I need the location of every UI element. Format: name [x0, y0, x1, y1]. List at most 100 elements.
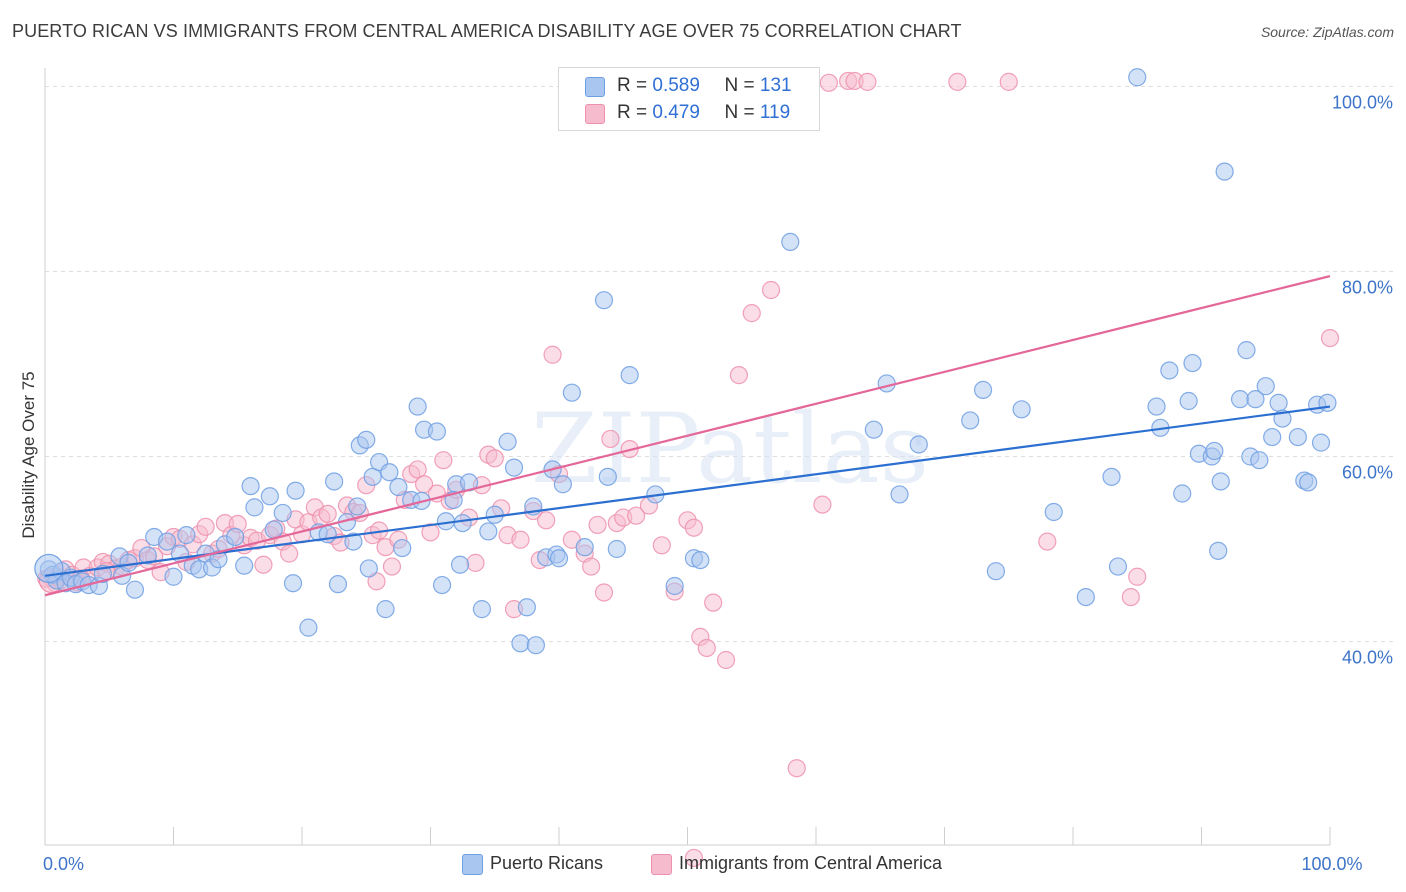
n-label: N =: [724, 102, 755, 123]
puerto-rican-point: [1256, 377, 1275, 396]
puerto-rican-point: [598, 467, 617, 486]
immigrant-point: [582, 557, 601, 576]
immigrant-point: [601, 429, 620, 449]
puerto-rican-point: [389, 477, 408, 497]
n-value: 119: [759, 102, 791, 123]
immigrant-point: [511, 530, 530, 549]
legend-label: Immigrants from Central America: [679, 853, 943, 873]
puerto-rican-point: [226, 527, 245, 547]
source-label: Source: ZipAtlas.com: [1260, 24, 1394, 40]
puerto-rican-point: [781, 232, 800, 251]
immigrant-point: [543, 345, 562, 364]
immigrant-point: [948, 72, 967, 91]
puerto-rican-point: [1160, 361, 1179, 380]
puerto-rican-point: [393, 538, 412, 558]
puerto-rican-point: [344, 532, 363, 551]
puerto-rican-point: [1173, 484, 1192, 503]
puerto-rican-point: [380, 463, 399, 482]
legend-swatch-pink: [585, 104, 605, 124]
puerto-rican-point: [1128, 68, 1147, 87]
trend-line-puerto-ricans: [44, 405, 1331, 577]
legend-label: Puerto Ricans: [490, 853, 604, 873]
watermark: ZIPatlas: [531, 393, 929, 505]
n-label: N =: [724, 75, 755, 96]
puerto-rican-point: [1179, 391, 1198, 411]
n-value: 131: [759, 75, 792, 96]
puerto-rican-point: [408, 397, 427, 416]
puerto-rican-point: [562, 383, 581, 402]
puerto-rican-point: [164, 567, 183, 586]
immigrant-point: [1320, 329, 1340, 348]
puerto-rican-point: [472, 600, 491, 619]
puerto-rican-point: [432, 575, 452, 595]
immigrant-point: [318, 504, 337, 523]
immigrant-point: [716, 650, 736, 670]
puerto-rican-point: [890, 485, 909, 504]
immigrant-point: [626, 506, 646, 525]
puerto-rican-point: [526, 636, 545, 655]
puerto-rican-point: [235, 556, 254, 575]
puerto-rican-point: [325, 472, 344, 491]
r-label: R =: [617, 75, 648, 96]
puerto-rican-point: [1102, 467, 1121, 486]
puerto-rican-point: [34, 553, 64, 584]
immigrant-point: [1121, 587, 1140, 607]
immigrant-point: [684, 848, 704, 868]
r-value: 0.589: [652, 75, 700, 96]
puerto-rican-point: [1246, 390, 1265, 409]
puerto-rican-point: [376, 600, 395, 619]
puerto-rican-point: [286, 481, 305, 500]
immigrant-point: [594, 583, 614, 602]
immigrant-point: [196, 517, 215, 536]
puerto-rican-point: [357, 430, 376, 449]
immigrant-point: [819, 73, 838, 92]
puerto-rican-point: [864, 420, 883, 439]
immigrant-point: [999, 72, 1018, 91]
r-label: R =: [617, 102, 648, 123]
puerto-rican-point: [1299, 473, 1318, 492]
immigrant-point: [537, 511, 556, 530]
puerto-rican-point: [177, 526, 196, 545]
puerto-rican-point: [348, 497, 367, 516]
trend-line-immigrants: [44, 275, 1331, 597]
immigrant-point: [787, 759, 806, 778]
immigrant-point: [742, 304, 761, 323]
puerto-rican-point: [138, 546, 157, 565]
legend-swatch-blue: [462, 854, 483, 875]
puerto-rican-point: [665, 576, 684, 596]
puerto-rican-point: [594, 291, 614, 310]
immigrant-point: [1128, 567, 1147, 586]
immigrant-point: [729, 366, 749, 385]
puerto-rican-point: [691, 550, 710, 570]
immigrant-point: [421, 523, 440, 542]
puerto-rican-point: [359, 559, 378, 578]
puerto-rican-point: [157, 532, 177, 551]
y-tick-label: 40.0%: [1342, 648, 1393, 668]
series-puerto-ricans: [34, 68, 1337, 655]
puerto-rican-point: [1215, 162, 1234, 181]
immigrant-point: [813, 495, 832, 514]
puerto-rican-point: [620, 366, 639, 385]
puerto-rican-point: [1211, 472, 1230, 491]
puerto-rican-point: [1044, 502, 1063, 522]
puerto-rican-point: [973, 380, 993, 399]
puerto-rican-point: [877, 374, 896, 393]
puerto-rican-point: [328, 575, 348, 594]
puerto-rican-point: [909, 435, 928, 454]
puerto-rican-point: [1012, 400, 1031, 419]
puerto-rican-point: [1230, 390, 1250, 409]
puerto-rican-point: [1263, 427, 1282, 447]
y-tick-label: 60.0%: [1342, 463, 1393, 483]
puerto-rican-point: [1250, 451, 1269, 470]
puerto-rican-point: [1108, 557, 1128, 576]
immigrant-point: [588, 515, 607, 535]
puerto-rican-point: [1318, 393, 1337, 412]
immigrant-point: [697, 638, 716, 658]
immigrant-point: [704, 593, 723, 612]
puerto-rican-point: [241, 477, 260, 496]
puerto-rican-point: [1147, 397, 1166, 416]
puerto-rican-point: [1076, 587, 1095, 607]
immigrant-point: [684, 518, 704, 537]
puerto-rican-point: [260, 487, 279, 506]
